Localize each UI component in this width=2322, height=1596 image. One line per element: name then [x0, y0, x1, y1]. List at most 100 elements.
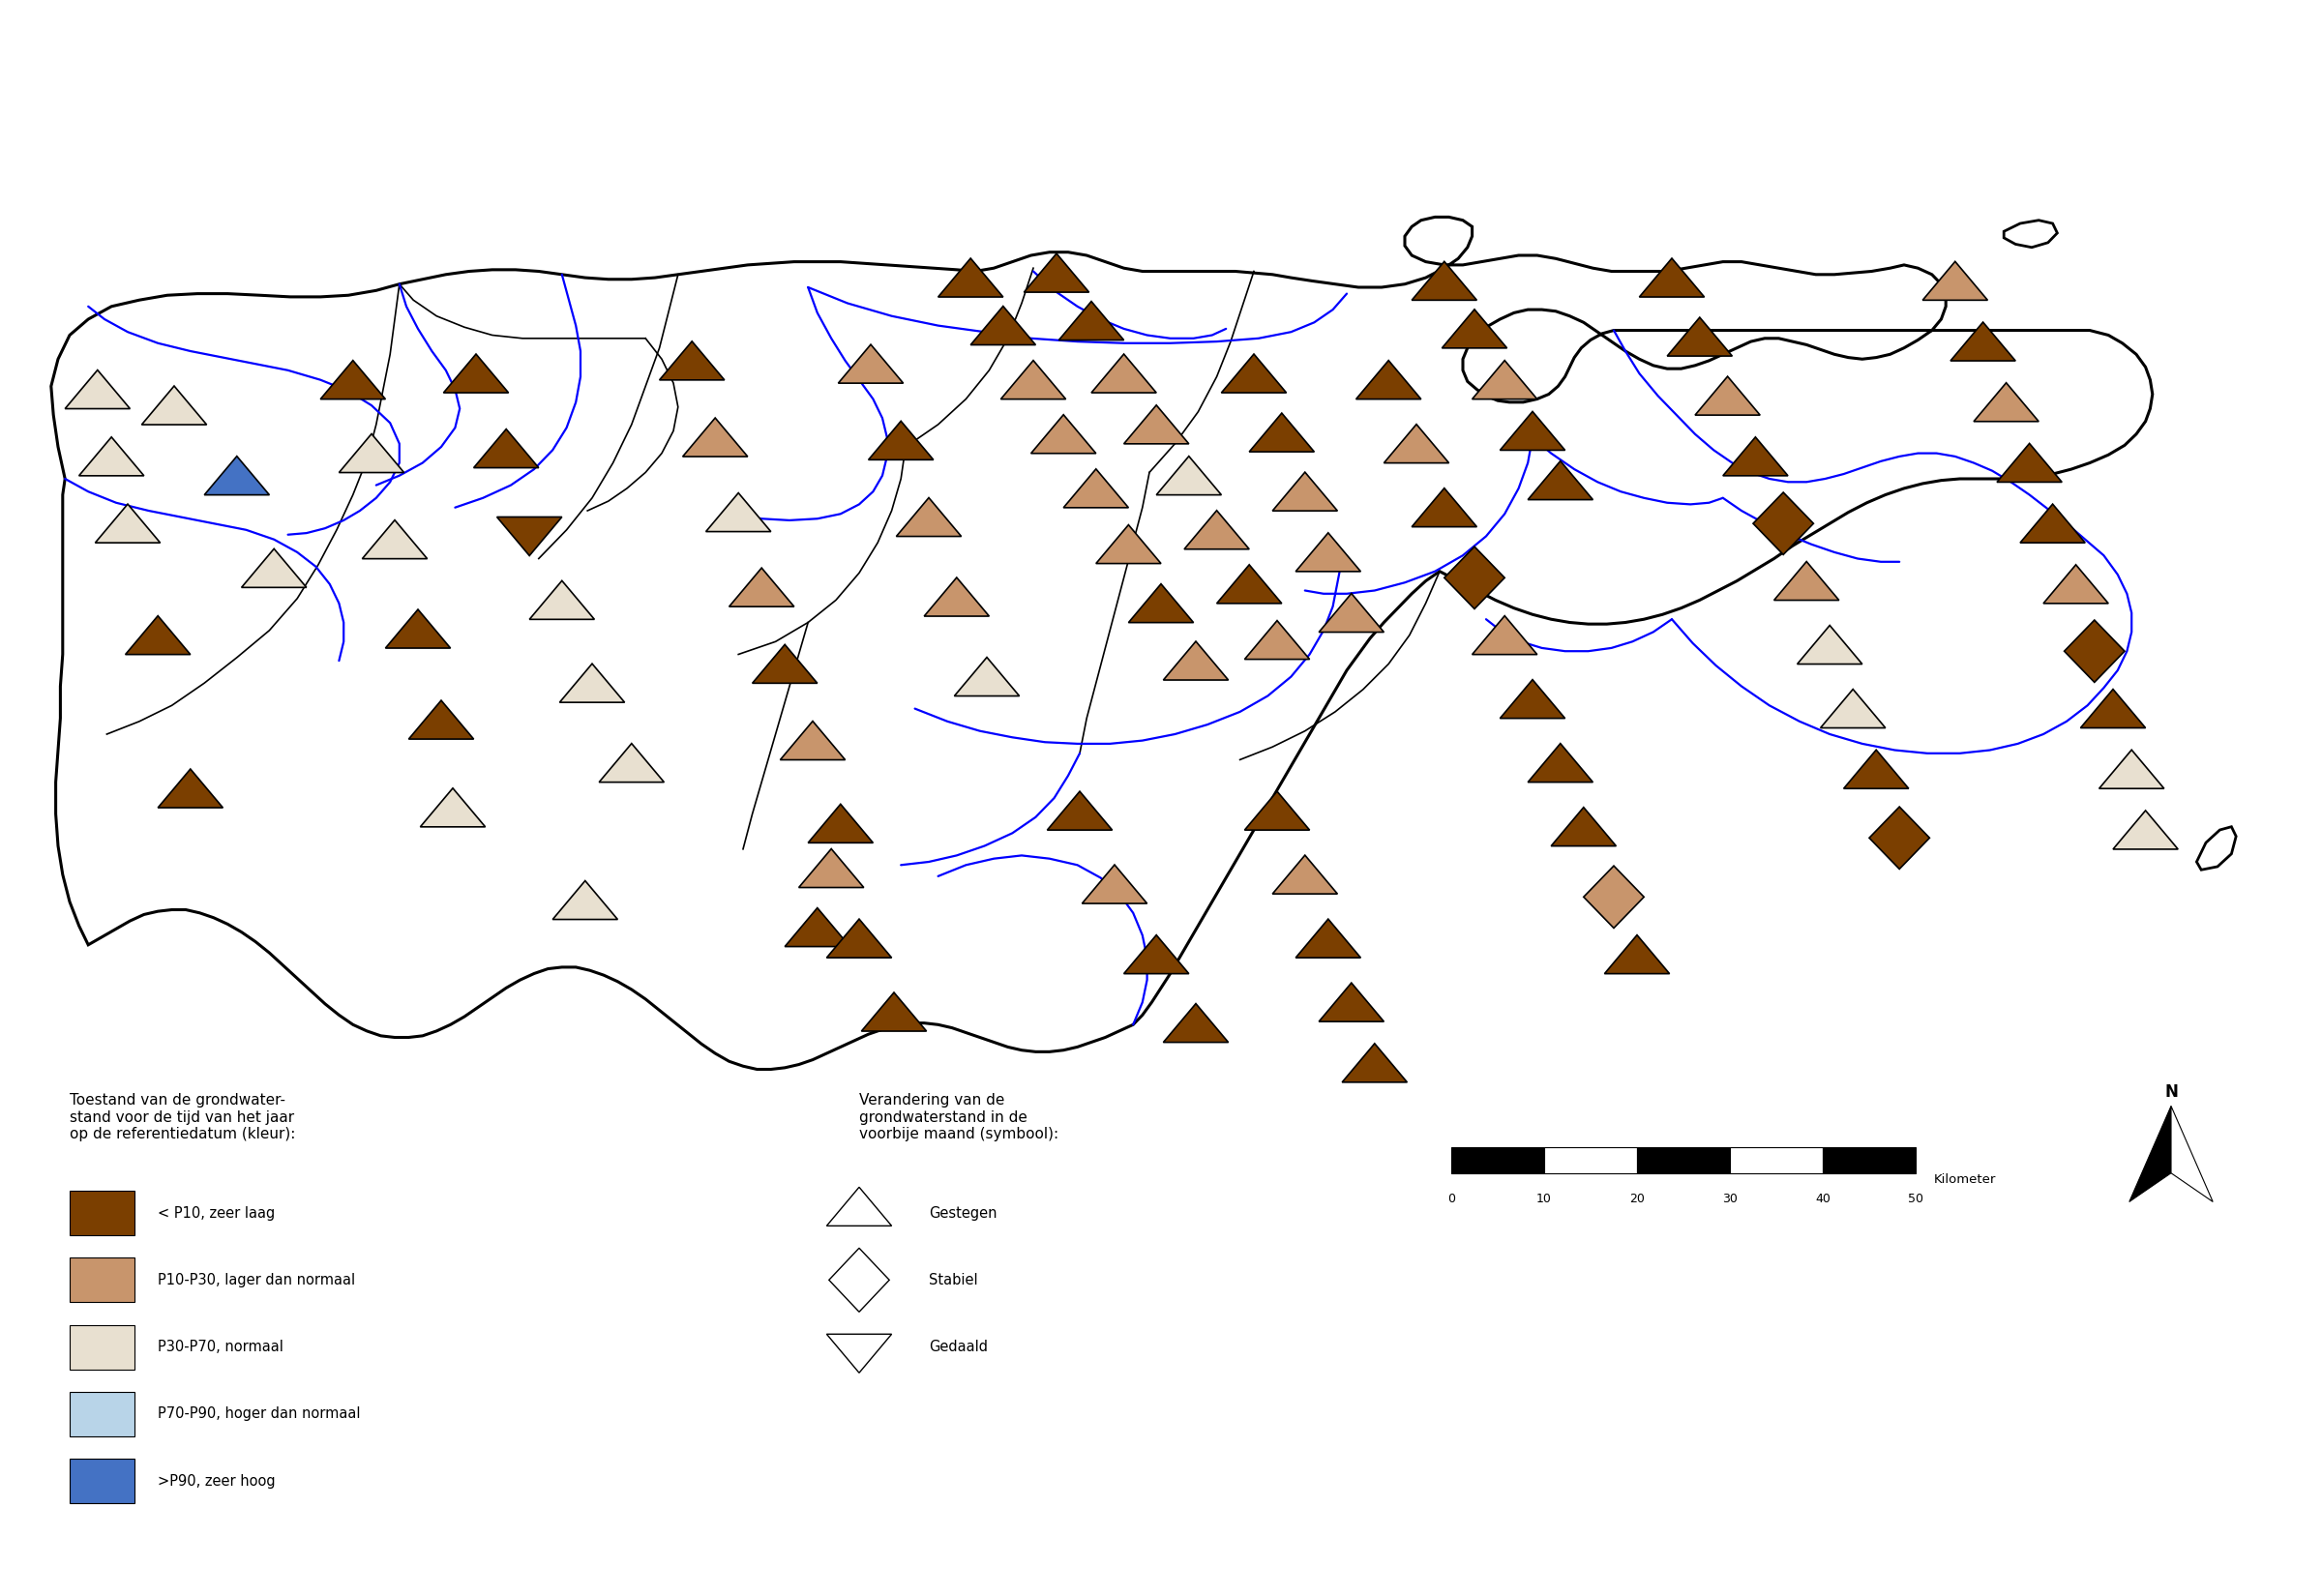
Polygon shape — [65, 370, 130, 409]
Polygon shape — [2081, 689, 2146, 728]
Polygon shape — [1163, 1004, 1228, 1042]
Polygon shape — [125, 616, 190, 654]
Bar — [70, 1258, 135, 1302]
Polygon shape — [971, 306, 1036, 345]
Polygon shape — [1412, 262, 1477, 300]
Bar — [70, 1392, 135, 1436]
Text: Kilometer: Kilometer — [1934, 1173, 1997, 1186]
Text: N: N — [2164, 1084, 2178, 1101]
Bar — [1544, 1148, 1637, 1173]
Polygon shape — [2020, 504, 2085, 543]
Text: 10: 10 — [1537, 1192, 1551, 1205]
Polygon shape — [838, 345, 903, 383]
Bar — [1451, 1148, 1544, 1173]
Polygon shape — [1997, 444, 2062, 482]
Text: Verandering van de
grondwaterstand in de
voorbije maand (symbool):: Verandering van de grondwaterstand in de… — [859, 1093, 1059, 1141]
Polygon shape — [1442, 310, 1507, 348]
Polygon shape — [1163, 642, 1228, 680]
Polygon shape — [785, 908, 850, 946]
Polygon shape — [1950, 322, 2015, 361]
Polygon shape — [2064, 621, 2125, 683]
Text: 40: 40 — [1816, 1192, 1830, 1205]
Text: Stabiel: Stabiel — [929, 1272, 978, 1288]
Polygon shape — [1974, 383, 2039, 421]
Polygon shape — [320, 361, 385, 399]
Polygon shape — [79, 437, 144, 476]
Bar — [70, 1459, 135, 1503]
Polygon shape — [529, 581, 594, 619]
Polygon shape — [1695, 377, 1760, 415]
Polygon shape — [158, 769, 223, 808]
Polygon shape — [1551, 808, 1616, 846]
Polygon shape — [752, 645, 817, 683]
Polygon shape — [1472, 361, 1537, 399]
Polygon shape — [2004, 220, 2057, 247]
Polygon shape — [1319, 594, 1384, 632]
Polygon shape — [1528, 461, 1593, 500]
Polygon shape — [385, 610, 450, 648]
Polygon shape — [799, 849, 864, 887]
Polygon shape — [1245, 621, 1310, 659]
Polygon shape — [1753, 493, 1813, 554]
Bar — [70, 1325, 135, 1369]
Polygon shape — [474, 429, 539, 468]
Polygon shape — [2043, 565, 2108, 603]
Polygon shape — [241, 549, 307, 587]
Polygon shape — [1184, 511, 1249, 549]
Text: P10-P30, lager dan normaal: P10-P30, lager dan normaal — [158, 1272, 355, 1288]
Polygon shape — [683, 418, 748, 456]
Polygon shape — [444, 354, 509, 393]
Polygon shape — [204, 456, 269, 495]
Polygon shape — [1820, 689, 1885, 728]
Polygon shape — [1774, 562, 1839, 600]
Polygon shape — [553, 881, 618, 919]
Text: < P10, zeer laag: < P10, zeer laag — [158, 1205, 276, 1221]
Polygon shape — [861, 993, 926, 1031]
Polygon shape — [1723, 437, 1788, 476]
Polygon shape — [1844, 750, 1909, 788]
Polygon shape — [1024, 254, 1089, 292]
Polygon shape — [808, 804, 873, 843]
Polygon shape — [1444, 546, 1505, 608]
Polygon shape — [1472, 616, 1537, 654]
Bar — [1637, 1148, 1730, 1173]
Text: 0: 0 — [1447, 1192, 1456, 1205]
Polygon shape — [868, 421, 933, 460]
Polygon shape — [1500, 412, 1565, 450]
Polygon shape — [1217, 565, 1282, 603]
Polygon shape — [1528, 744, 1593, 782]
Polygon shape — [659, 342, 724, 380]
Polygon shape — [1221, 354, 1286, 393]
Polygon shape — [1296, 919, 1361, 958]
Polygon shape — [1584, 865, 1644, 929]
Polygon shape — [95, 504, 160, 543]
Polygon shape — [1319, 983, 1384, 1021]
Bar — [1823, 1148, 1916, 1173]
Polygon shape — [896, 498, 961, 536]
Polygon shape — [1797, 626, 1862, 664]
Polygon shape — [1059, 302, 1124, 340]
Polygon shape — [1124, 935, 1189, 974]
Text: >P90, zeer hoog: >P90, zeer hoog — [158, 1473, 276, 1489]
Polygon shape — [1356, 361, 1421, 399]
Polygon shape — [1031, 415, 1096, 453]
Bar — [70, 1191, 135, 1235]
Text: 20: 20 — [1630, 1192, 1644, 1205]
Polygon shape — [599, 744, 664, 782]
Polygon shape — [409, 701, 474, 739]
Polygon shape — [1500, 680, 1565, 718]
Polygon shape — [1342, 1044, 1407, 1082]
Polygon shape — [362, 520, 427, 559]
Bar — [1730, 1148, 1823, 1173]
Text: 50: 50 — [1909, 1192, 1923, 1205]
Polygon shape — [1156, 456, 1221, 495]
Polygon shape — [1296, 533, 1361, 571]
Text: P30-P70, normaal: P30-P70, normaal — [158, 1339, 283, 1355]
Polygon shape — [827, 919, 892, 958]
Polygon shape — [1667, 318, 1732, 356]
Polygon shape — [560, 664, 625, 702]
Polygon shape — [1245, 792, 1310, 830]
Polygon shape — [1091, 354, 1156, 393]
Text: Gestegen: Gestegen — [929, 1205, 996, 1221]
Polygon shape — [1384, 425, 1449, 463]
